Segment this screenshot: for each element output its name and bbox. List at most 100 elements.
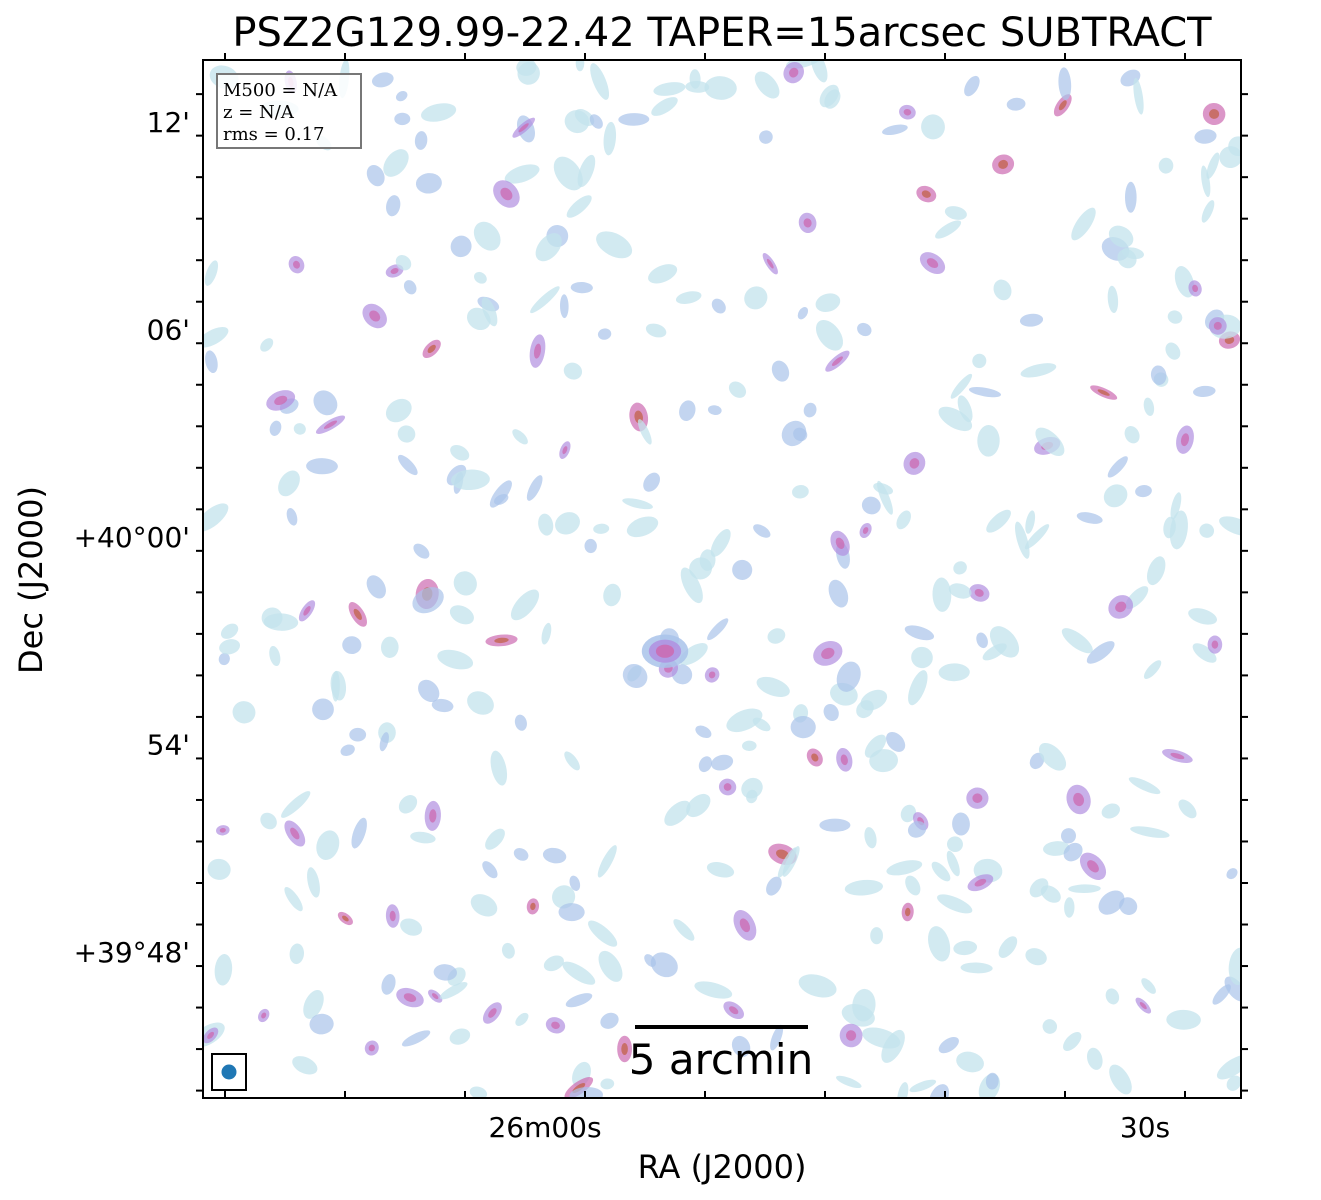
noise-blob-core xyxy=(261,1012,267,1019)
noise-blob-core xyxy=(369,310,381,322)
noise-blob xyxy=(815,293,841,313)
axis-ticks xyxy=(196,53,1248,1098)
noise-blob xyxy=(379,732,389,752)
noise-blob xyxy=(535,233,562,262)
noise-blob xyxy=(698,756,713,773)
noise-blob xyxy=(1058,67,1072,101)
noise-blob-core xyxy=(488,1008,497,1018)
noise-blob xyxy=(1199,523,1215,538)
noise-blob xyxy=(695,725,712,739)
noise-blob xyxy=(770,1024,784,1051)
noise-blob xyxy=(401,1030,431,1047)
noise-blob xyxy=(278,470,300,497)
beam-ellipse xyxy=(221,1064,237,1080)
noise-blob xyxy=(864,734,887,758)
noise-blob xyxy=(485,828,505,850)
noise-blob xyxy=(312,698,334,721)
noise-blob xyxy=(293,423,306,435)
noise-blob xyxy=(1141,978,1156,994)
noise-blob xyxy=(711,298,726,314)
info-box: M500 = N/A z = N/A rms = 0.17 xyxy=(216,73,362,149)
noise-blob xyxy=(953,940,978,956)
noise-blob xyxy=(790,715,816,739)
noise-blob-core xyxy=(803,218,812,228)
noise-blob xyxy=(781,420,807,447)
noise-blob xyxy=(766,876,782,896)
noise-blob xyxy=(1015,521,1030,559)
noise-blob xyxy=(570,281,593,294)
noise-blob xyxy=(577,154,596,188)
noise-blob-core xyxy=(431,993,439,1000)
noise-blob xyxy=(1076,512,1103,524)
noise-blob-core xyxy=(1097,389,1110,396)
noise-blob xyxy=(584,538,597,554)
noise-blob xyxy=(673,919,695,941)
noise-blob xyxy=(985,1072,999,1090)
noise-blob xyxy=(286,508,298,526)
noise-blob xyxy=(587,920,618,947)
noise-blob xyxy=(937,894,973,914)
noise-blob xyxy=(742,740,757,752)
noise-blob xyxy=(1060,828,1077,844)
noise-blob xyxy=(1228,947,1241,986)
noise-blob xyxy=(953,561,967,575)
noise-blob xyxy=(490,750,508,786)
noise-blob xyxy=(564,751,580,771)
noise-blob xyxy=(932,577,952,612)
y-tick-label: +40°00' xyxy=(74,521,190,554)
noise-blob xyxy=(1212,984,1231,1005)
beam-indicator xyxy=(211,1053,247,1091)
noise-blob xyxy=(792,485,809,499)
noise-blob xyxy=(371,72,394,88)
noise-blob xyxy=(1109,1064,1132,1095)
noise-blob xyxy=(381,974,396,995)
noise-blob xyxy=(699,549,716,571)
noise-blob xyxy=(771,360,790,382)
x-tick-label: 30s xyxy=(1120,1111,1170,1144)
noise-blob xyxy=(685,80,710,93)
noise-blob xyxy=(514,714,527,731)
noise-blob xyxy=(1194,129,1217,144)
noise-blob xyxy=(281,791,311,818)
noise-blob xyxy=(823,703,839,722)
noise-blob xyxy=(269,420,282,436)
noise-blob xyxy=(931,861,951,882)
noise-blob-core xyxy=(389,910,396,922)
noise-blob xyxy=(1038,742,1067,771)
noise-blob-core xyxy=(845,1030,857,1041)
noise-blob xyxy=(1107,456,1128,478)
noise-blob xyxy=(394,112,411,126)
y-axis-label: Dec (J2000) xyxy=(12,486,50,674)
noise-blob xyxy=(526,475,543,501)
noise-blob-core xyxy=(1073,792,1085,807)
noise-blob-core xyxy=(353,608,362,620)
noise-blob xyxy=(1042,1019,1058,1034)
noise-blob xyxy=(420,103,457,122)
noise-blob xyxy=(650,952,678,978)
noise-blob xyxy=(395,90,408,102)
noise-blob xyxy=(1165,342,1181,360)
noise-blob xyxy=(622,663,648,689)
noise-blob xyxy=(882,124,908,136)
noise-blob xyxy=(964,75,980,97)
noise-blob xyxy=(316,830,340,861)
noise-blob xyxy=(538,513,554,536)
noise-blob xyxy=(559,294,569,319)
noise-blob xyxy=(928,926,951,962)
noise-blob xyxy=(569,875,581,891)
noise-blob xyxy=(260,338,274,352)
noise-blob xyxy=(982,643,1007,661)
noise-blob-core xyxy=(926,258,939,269)
noise-blob xyxy=(1143,397,1155,416)
noise-blob xyxy=(1206,152,1220,179)
noise-blob xyxy=(707,405,722,415)
noise-blob-core xyxy=(1139,1002,1147,1010)
noise-blob-core xyxy=(530,902,536,911)
noise-blob xyxy=(900,804,917,823)
noise-blob-core xyxy=(921,190,931,198)
noise-blob-core xyxy=(1087,860,1099,873)
noise-blob xyxy=(1029,752,1045,770)
noise-blob xyxy=(726,708,763,733)
noise-blob xyxy=(603,121,617,156)
noise-blob xyxy=(704,76,737,100)
